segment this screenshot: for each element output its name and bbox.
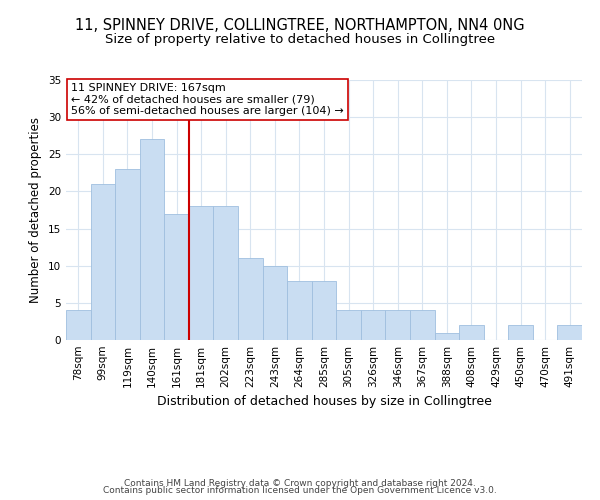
Text: Size of property relative to detached houses in Collingtree: Size of property relative to detached ho… xyxy=(105,32,495,46)
Bar xyxy=(557,325,582,340)
Bar xyxy=(214,206,238,340)
Bar xyxy=(189,206,214,340)
Bar xyxy=(287,280,312,340)
Bar xyxy=(410,310,434,340)
Bar xyxy=(140,140,164,340)
Bar xyxy=(66,310,91,340)
Bar xyxy=(361,310,385,340)
Text: 11 SPINNEY DRIVE: 167sqm
← 42% of detached houses are smaller (79)
56% of semi-d: 11 SPINNEY DRIVE: 167sqm ← 42% of detach… xyxy=(71,82,344,116)
Bar xyxy=(238,258,263,340)
Bar xyxy=(164,214,189,340)
Text: Contains HM Land Registry data © Crown copyright and database right 2024.: Contains HM Land Registry data © Crown c… xyxy=(124,478,476,488)
Text: Contains public sector information licensed under the Open Government Licence v3: Contains public sector information licen… xyxy=(103,486,497,495)
Bar xyxy=(336,310,361,340)
Bar xyxy=(91,184,115,340)
Bar xyxy=(434,332,459,340)
Y-axis label: Number of detached properties: Number of detached properties xyxy=(29,117,43,303)
Bar xyxy=(459,325,484,340)
Bar xyxy=(263,266,287,340)
Bar xyxy=(115,169,140,340)
Bar xyxy=(385,310,410,340)
Bar xyxy=(312,280,336,340)
Bar xyxy=(508,325,533,340)
X-axis label: Distribution of detached houses by size in Collingtree: Distribution of detached houses by size … xyxy=(157,396,491,408)
Text: 11, SPINNEY DRIVE, COLLINGTREE, NORTHAMPTON, NN4 0NG: 11, SPINNEY DRIVE, COLLINGTREE, NORTHAMP… xyxy=(75,18,525,32)
